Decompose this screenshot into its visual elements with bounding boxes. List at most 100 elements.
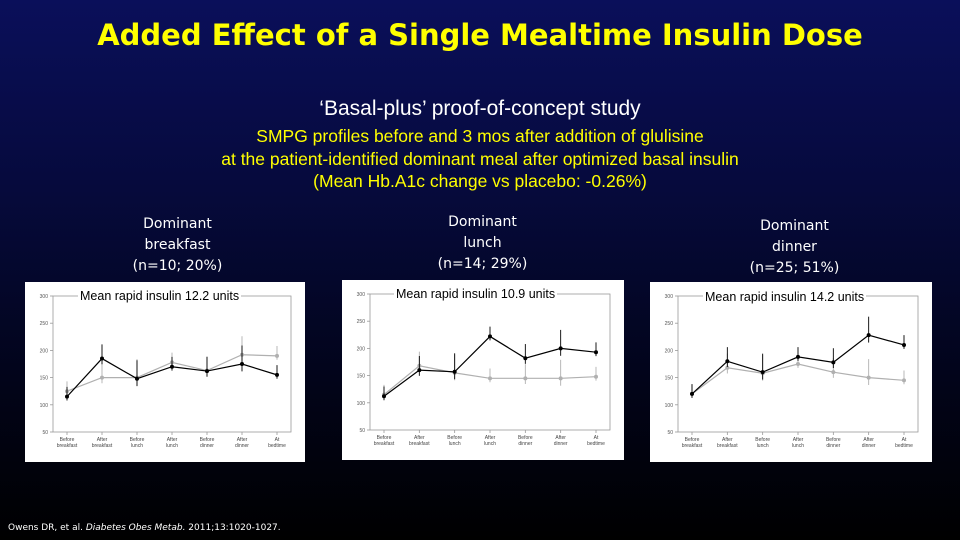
x-tick-label-part: bedtime [895, 443, 913, 449]
x-tick-label: Before breakfast [374, 435, 395, 447]
x-tick-label-part: lunch [131, 443, 143, 449]
x-tick-label-part: Before [755, 437, 770, 443]
panel-label-line: dinner [772, 239, 817, 255]
x-tick-label-part: After [97, 437, 108, 443]
panel-label-line: breakfast [144, 237, 211, 253]
x-tick-label-part: breakfast [409, 441, 430, 447]
x-tick-label: After lunch [166, 437, 178, 449]
data-point-after [902, 378, 906, 383]
x-tick-label-part: lunch [166, 443, 178, 449]
x-tick-label: At bedtime [895, 437, 913, 449]
data-point-before [240, 362, 244, 366]
x-tick-label-part: breakfast [92, 443, 113, 449]
y-tick-label: 50 [667, 430, 673, 436]
x-tick-label-part: Before [60, 437, 75, 443]
x-tick-label-part: lunch [484, 441, 496, 447]
x-tick-label-part: At [594, 435, 599, 441]
x-tick-label-part: Before [447, 435, 462, 441]
data-point-after [488, 376, 492, 381]
x-tick-label-part: Before [685, 437, 700, 443]
x-tick-label-part: breakfast [374, 441, 395, 447]
x-tick-label: After dinner [862, 437, 876, 449]
data-point-before [594, 350, 598, 355]
x-tick-label: After breakfast [92, 437, 113, 449]
chart-lunch: 50 100 150 200 250 300 Before breakfast After bre… [342, 280, 624, 460]
y-tick-label: 250 [40, 321, 49, 327]
description-line: at the patient-identified dominant meal … [221, 148, 739, 169]
y-tick-label: 100 [357, 401, 366, 407]
y-tick-label: 100 [40, 403, 49, 409]
slide-title: Added Effect of a Single Mealtime Insuli… [97, 18, 863, 52]
y-tick-label: 150 [665, 376, 674, 382]
data-point-before [902, 342, 906, 347]
panel-label-line: (n=14; 29%) [437, 256, 528, 272]
data-point-after [725, 365, 730, 370]
series-line-after [691, 363, 905, 395]
data-point-before [275, 372, 279, 377]
x-tick-label: After dinner [554, 435, 568, 447]
data-point-after [594, 374, 598, 379]
series-line-before [383, 335, 597, 397]
x-tick-label: Before lunch [130, 437, 145, 449]
x-tick-label-part: lunch [757, 443, 769, 449]
x-tick-label-part: dinner [862, 443, 876, 449]
x-tick-label-part: Before [377, 435, 392, 441]
panel-label-line: (n=25; 51%) [749, 260, 840, 276]
data-point-before [452, 369, 457, 374]
x-tick-label: At bedtime [587, 435, 605, 447]
x-tick-label-part: After [555, 435, 566, 441]
panel-label-line: Dominant [143, 216, 212, 232]
y-tick-label: 150 [40, 376, 49, 382]
mean-insulin-breakfast: Mean rapid insulin 12.2 units [78, 289, 242, 303]
description-line: SMPG profiles before and 3 mos after add… [256, 126, 704, 146]
x-tick-label-part: At [275, 437, 280, 443]
x-tick-label-part: breakfast [717, 443, 738, 449]
data-point-before [100, 356, 104, 361]
x-tick-label-part: Before [130, 437, 145, 443]
x-tick-label-part: lunch [792, 443, 804, 449]
slide-description: SMPG profiles before and 3 mos after add… [0, 125, 960, 193]
x-tick-label: Before lunch [755, 437, 770, 449]
data-point-before [523, 356, 528, 361]
x-tick-label-part: After [793, 437, 804, 443]
x-tick-label-part: Before [200, 437, 215, 443]
data-point-before [725, 359, 730, 364]
data-point-before [417, 368, 422, 373]
x-tick-label: Before dinner [826, 437, 841, 449]
data-point-before [135, 376, 139, 381]
y-tick-label: 50 [42, 430, 48, 436]
mean-insulin-lunch: Mean rapid insulin 10.9 units [394, 287, 558, 301]
data-point-before [170, 364, 174, 369]
y-tick-label: 300 [357, 292, 366, 298]
x-tick-label-part: dinner [200, 443, 214, 449]
y-tick-label: 200 [40, 348, 49, 354]
data-point-after [275, 353, 279, 358]
x-tick-label-part: bedtime [268, 443, 286, 449]
chart-dinner: 50 100 150 200 250 300 Before breakfast After bre… [650, 282, 932, 462]
y-tick-label: 200 [665, 348, 674, 354]
data-point-after [831, 370, 836, 375]
slide-subtitle: ‘Basal-plus’ proof-of-concept study [319, 97, 641, 120]
citation-ref: 2011;13:1020-1027. [185, 523, 281, 533]
x-tick-label: Before breakfast [682, 437, 703, 449]
x-tick-label: After lunch [484, 435, 496, 447]
x-tick-label-part: breakfast [57, 443, 78, 449]
panel-label-line: Dominant [760, 218, 829, 234]
data-point-after [796, 362, 800, 366]
x-tick-label-part: dinner [554, 441, 568, 447]
citation: Owens DR, et al. Diabetes Obes Metab. 20… [8, 523, 281, 533]
panel-label-line: (n=10; 20%) [132, 258, 223, 274]
citation-authors: Owens DR, et al. [8, 523, 86, 533]
y-tick-label: 250 [665, 321, 674, 327]
data-point-after [558, 376, 563, 381]
x-tick-label: After lunch [792, 437, 804, 449]
x-tick-label-part: After [167, 437, 178, 443]
x-tick-label: Before dinner [518, 435, 533, 447]
chart-breakfast: 50 100 150 200 250 300 Before breakfast After bre… [25, 282, 305, 462]
x-tick-label-part: After [414, 435, 425, 441]
x-tick-label-part: dinner [518, 441, 532, 447]
y-tick-label: 250 [357, 319, 366, 325]
